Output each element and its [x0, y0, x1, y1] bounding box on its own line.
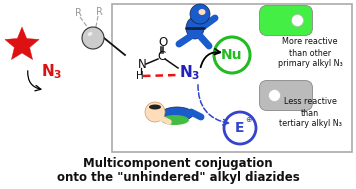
Text: H: H	[136, 71, 144, 81]
Text: N: N	[138, 59, 146, 71]
Text: R: R	[95, 7, 103, 17]
Circle shape	[292, 15, 304, 26]
Text: tertiary alkyl N₃: tertiary alkyl N₃	[278, 119, 341, 129]
Ellipse shape	[161, 115, 189, 125]
Bar	[112, 4, 352, 152]
FancyBboxPatch shape	[260, 81, 313, 111]
Text: ⊕: ⊕	[245, 115, 251, 125]
Circle shape	[145, 102, 165, 122]
Text: Nu: Nu	[221, 48, 243, 62]
FancyBboxPatch shape	[260, 5, 313, 36]
Ellipse shape	[88, 32, 92, 36]
Circle shape	[82, 27, 104, 49]
Text: than: than	[301, 108, 319, 118]
Text: O: O	[158, 36, 168, 50]
Text: $\mathbf{N_3}$: $\mathbf{N_3}$	[179, 64, 201, 82]
Text: primary alkyl N₃: primary alkyl N₃	[278, 60, 342, 68]
PathPatch shape	[5, 27, 39, 60]
Text: Multicomponent conjugation: Multicomponent conjugation	[83, 156, 273, 170]
Ellipse shape	[199, 9, 205, 15]
Text: onto the "unhindered" alkyl diazides: onto the "unhindered" alkyl diazides	[57, 170, 299, 184]
Text: $\mathbf{N_3}$: $\mathbf{N_3}$	[41, 63, 63, 81]
Text: More reactive: More reactive	[282, 37, 338, 46]
Ellipse shape	[149, 105, 161, 109]
Text: than other: than other	[289, 49, 331, 57]
Text: Less reactive: Less reactive	[284, 98, 336, 106]
Circle shape	[190, 4, 210, 24]
Text: R: R	[74, 8, 82, 18]
Circle shape	[268, 90, 281, 101]
Circle shape	[214, 37, 250, 73]
Circle shape	[224, 112, 256, 144]
Text: E: E	[234, 121, 244, 135]
Ellipse shape	[161, 107, 193, 121]
Text: C: C	[158, 50, 166, 64]
Ellipse shape	[186, 17, 204, 39]
